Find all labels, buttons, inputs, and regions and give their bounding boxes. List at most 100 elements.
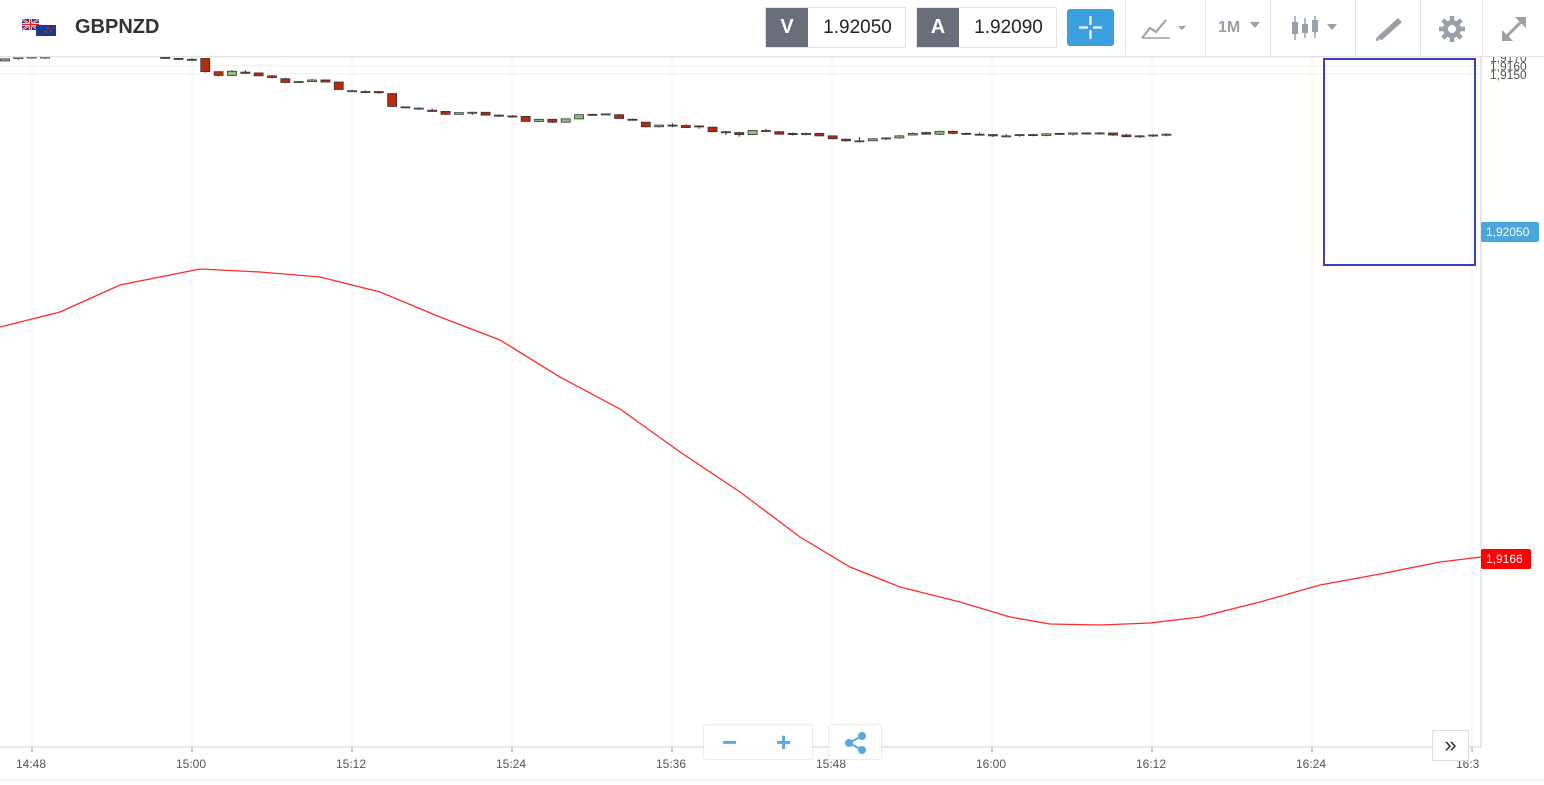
candle[interactable] xyxy=(694,125,705,128)
candle[interactable] xyxy=(761,130,771,132)
candle[interactable] xyxy=(360,91,371,93)
candle[interactable] xyxy=(707,126,718,133)
candle[interactable] xyxy=(480,111,491,116)
candle[interactable] xyxy=(787,132,798,136)
time-axis-label: 15:00 xyxy=(176,757,206,771)
candle[interactable] xyxy=(907,132,918,136)
candle[interactable] xyxy=(814,132,825,137)
candle[interactable] xyxy=(1014,134,1025,137)
candle[interactable] xyxy=(614,114,624,119)
candle[interactable] xyxy=(200,58,211,73)
candle[interactable] xyxy=(627,118,638,121)
zoom-in-icon[interactable]: + xyxy=(776,727,792,757)
candle[interactable] xyxy=(1041,133,1052,136)
candle[interactable] xyxy=(680,125,691,128)
candle[interactable] xyxy=(280,78,291,83)
candle[interactable] xyxy=(1094,132,1105,135)
candle[interactable] xyxy=(801,132,811,136)
candle[interactable] xyxy=(1054,132,1065,135)
candle[interactable] xyxy=(867,138,878,142)
candle[interactable] xyxy=(1108,132,1118,136)
candle[interactable] xyxy=(921,132,932,135)
candle[interactable] xyxy=(1148,134,1158,137)
candle[interactable] xyxy=(13,57,24,59)
candle[interactable] xyxy=(841,138,851,142)
candle[interactable] xyxy=(213,71,224,76)
chevron-down-icon xyxy=(1250,22,1260,28)
chart-area[interactable]: 1,91501,91601,91701,91801,91901,92001,92… xyxy=(0,57,1544,785)
candle[interactable] xyxy=(467,111,478,114)
candle[interactable] xyxy=(307,79,317,83)
share-button[interactable] xyxy=(828,724,882,760)
candle[interactable] xyxy=(373,91,384,94)
candle[interactable] xyxy=(587,113,598,116)
candle[interactable] xyxy=(747,130,758,136)
bid-price-box[interactable]: V 1.92050 xyxy=(765,7,906,48)
candle[interactable] xyxy=(40,57,50,59)
scroll-right-button[interactable]: » xyxy=(1432,730,1469,761)
candle[interactable] xyxy=(1081,132,1092,135)
candle[interactable] xyxy=(774,131,785,135)
candle[interactable] xyxy=(293,81,304,84)
candle[interactable] xyxy=(333,81,344,90)
candle[interactable] xyxy=(974,133,985,136)
candle[interactable] xyxy=(640,121,651,128)
candle[interactable] xyxy=(227,70,237,76)
candle[interactable] xyxy=(721,131,731,134)
crosshair-button[interactable] xyxy=(1067,9,1114,46)
candle[interactable] xyxy=(854,140,865,143)
candle[interactable] xyxy=(734,132,745,136)
candle[interactable] xyxy=(934,130,945,135)
candle[interactable] xyxy=(600,113,611,116)
candle[interactable] xyxy=(560,118,571,123)
candle[interactable] xyxy=(240,71,251,74)
time-axis-label: 15:36 xyxy=(656,757,686,771)
candle[interactable] xyxy=(520,115,531,122)
candle[interactable] xyxy=(947,130,958,134)
ma-price-label: 1,9166 xyxy=(1486,552,1523,566)
candle[interactable] xyxy=(534,118,544,122)
zoom-out-icon[interactable]: − xyxy=(722,727,738,757)
candle[interactable] xyxy=(961,132,972,135)
candle[interactable] xyxy=(173,58,184,60)
candle[interactable] xyxy=(494,114,504,117)
candle[interactable] xyxy=(387,93,398,107)
candle[interactable] xyxy=(1121,134,1132,138)
candle[interactable] xyxy=(0,58,10,62)
settings-button[interactable] xyxy=(1420,0,1482,56)
candle[interactable] xyxy=(1134,135,1145,138)
candle[interactable] xyxy=(988,134,998,137)
timeframe-button[interactable]: 1M xyxy=(1205,0,1270,56)
candle[interactable] xyxy=(654,124,665,128)
candle[interactable] xyxy=(1001,135,1012,138)
candle[interactable] xyxy=(160,57,171,59)
candle[interactable] xyxy=(26,57,37,59)
candle[interactable] xyxy=(667,124,678,127)
candle[interactable] xyxy=(186,58,197,61)
candle[interactable] xyxy=(881,137,891,140)
candle[interactable] xyxy=(894,135,905,139)
candle[interactable] xyxy=(574,114,584,120)
drawing-tools-button[interactable] xyxy=(1355,0,1420,56)
fullscreen-button[interactable] xyxy=(1482,0,1544,56)
ask-price-box[interactable]: A 1.92090 xyxy=(916,7,1057,48)
candle[interactable] xyxy=(547,118,558,123)
candle[interactable] xyxy=(267,75,277,78)
candle-style-button[interactable] xyxy=(1270,0,1355,56)
candle[interactable] xyxy=(320,79,331,83)
candle[interactable] xyxy=(253,72,264,77)
candle[interactable] xyxy=(453,112,464,115)
candle[interactable] xyxy=(400,106,411,109)
candle[interactable] xyxy=(1161,133,1172,136)
candle[interactable] xyxy=(427,109,438,112)
chart-type-button[interactable] xyxy=(1125,0,1205,56)
price-chart[interactable]: 1,91501,91601,91701,91801,91901,92001,92… xyxy=(0,57,1544,785)
candle[interactable] xyxy=(1068,132,1078,135)
candle[interactable] xyxy=(440,111,451,115)
candle[interactable] xyxy=(827,135,838,140)
candle[interactable] xyxy=(507,115,518,118)
instrument-symbol: GBPNZD xyxy=(75,16,160,38)
candle[interactable] xyxy=(1028,134,1038,137)
candle[interactable] xyxy=(347,90,358,93)
candle[interactable] xyxy=(413,107,424,110)
